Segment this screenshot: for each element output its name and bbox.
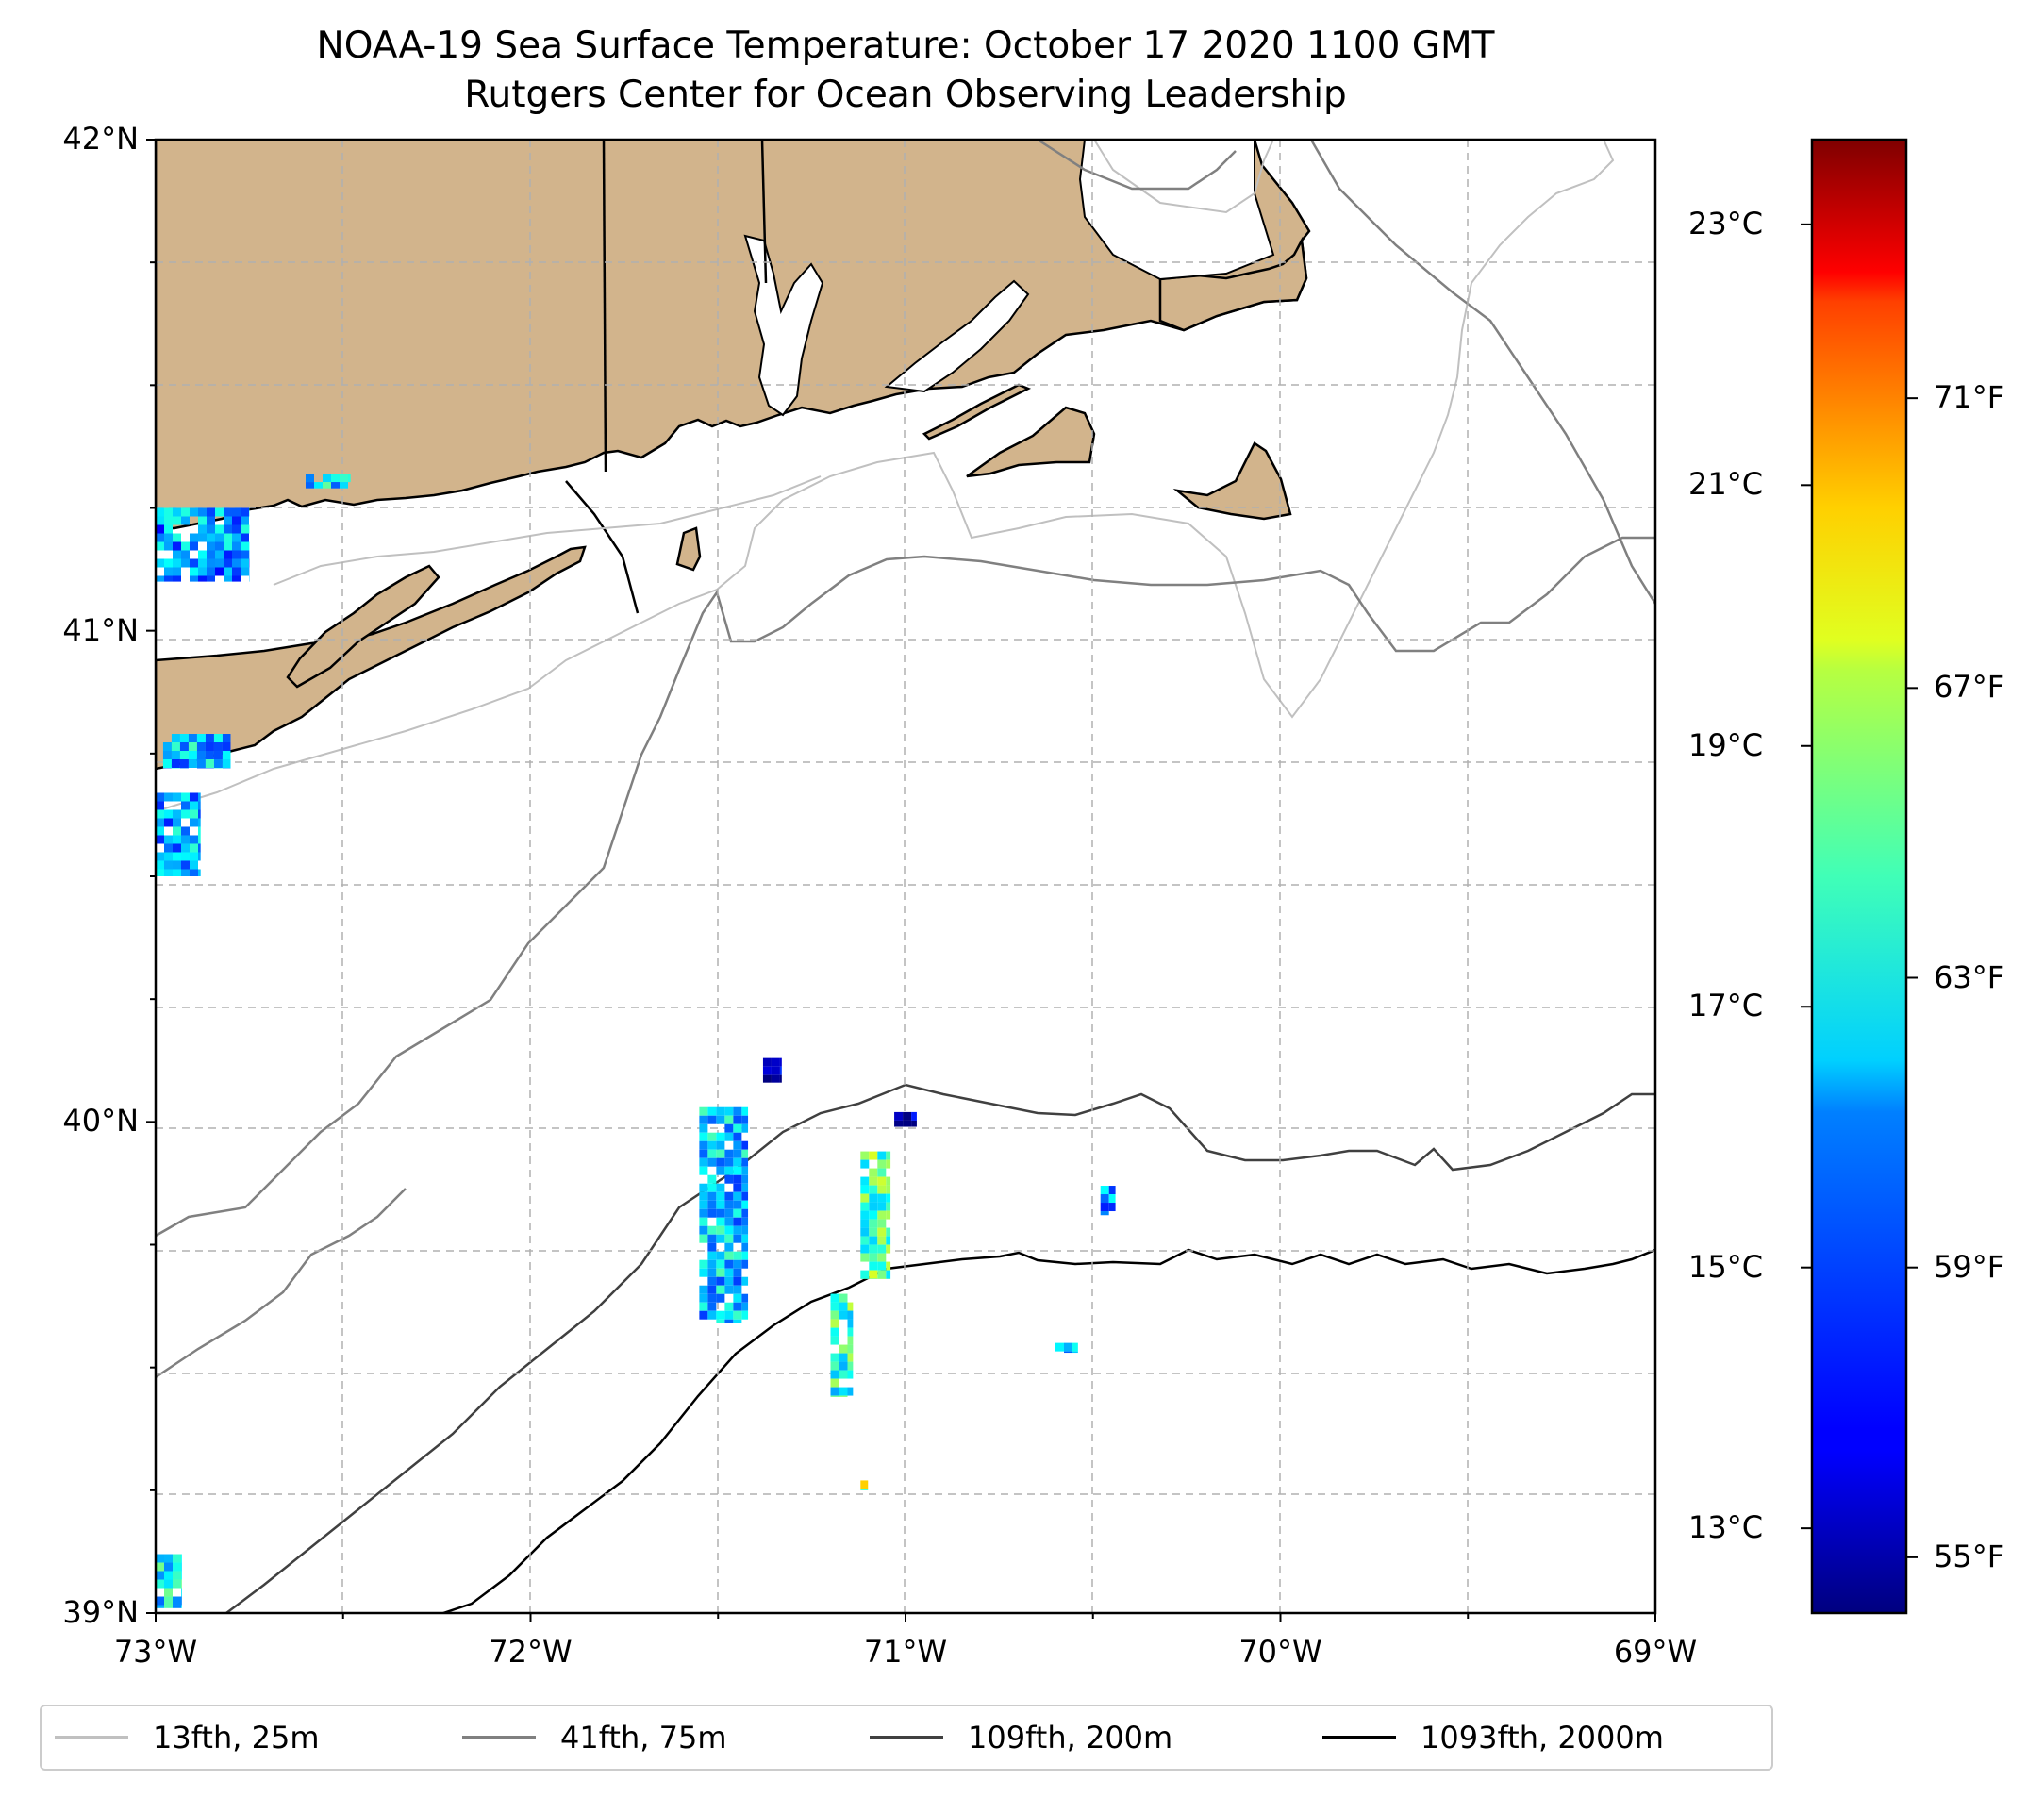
lon-tick-label: 73°W xyxy=(113,1634,198,1670)
sst-patch-far-south-spot xyxy=(860,1480,869,1490)
sst-patch-offshore-east-south xyxy=(1055,1342,1078,1354)
lat-tick-label: 41°N xyxy=(62,611,139,648)
colorbar-fahrenheit-label: 71°F xyxy=(1934,379,2005,416)
colorbar-fahrenheit-label: 59°F xyxy=(1934,1248,2005,1285)
colorbar-celsius-label: 19°C xyxy=(1688,726,1764,763)
offshore-boundary xyxy=(565,480,640,614)
map-title: NOAA-19 Sea Surface Temperature: October… xyxy=(316,25,1495,67)
contour-75m-c xyxy=(1309,140,1655,605)
lon-tick-label: 70°W xyxy=(1238,1634,1322,1670)
colorbar-celsius-label: 23°C xyxy=(1688,205,1764,241)
elizabeth-islands xyxy=(922,383,1032,441)
legend-item-200m: 109fth, 200m xyxy=(870,1706,1172,1769)
legend-label-75m: 41fth, 75m xyxy=(560,1720,727,1755)
contour-75m xyxy=(156,536,1655,1238)
sst-patch-shelf-edge-central xyxy=(860,1151,891,1279)
contour-25m xyxy=(156,140,1615,812)
sst-patch-shelf-north-spot xyxy=(894,1111,917,1127)
map-ticks xyxy=(146,139,1656,1622)
lat-tick-label: 40°N xyxy=(62,1103,139,1140)
legend-label-200m: 109fth, 200m xyxy=(968,1720,1173,1755)
lat-tick-label: 42°N xyxy=(62,121,139,157)
bathymetry xyxy=(156,140,1655,1613)
legend-swatch-75m xyxy=(462,1736,536,1739)
colorbar-celsius-label: 15°C xyxy=(1688,1248,1764,1285)
legend-swatch-200m xyxy=(870,1736,943,1739)
contour-25m-b xyxy=(1093,140,1274,214)
state-borders xyxy=(565,140,768,614)
cape-cod-bay xyxy=(1078,140,1275,281)
buzzards-bay xyxy=(884,279,1030,393)
sst-patch-shelf-edge-west xyxy=(699,1106,749,1323)
marthas-vineyard xyxy=(966,406,1096,478)
contour-200m xyxy=(225,1083,1655,1613)
ri-ma-border xyxy=(760,140,768,284)
colorbar-fahrenheit-label: 63°F xyxy=(1934,958,2005,995)
lon-tick-label: 69°W xyxy=(1613,1634,1698,1670)
colorbar-ticks xyxy=(1801,223,1918,1558)
land xyxy=(156,140,1311,771)
ct-ri-border xyxy=(602,140,607,473)
contour-2000m xyxy=(442,1248,1655,1613)
contour-25m-c xyxy=(273,475,822,586)
lat-tick-label: 39°N xyxy=(62,1594,139,1630)
contour-75m-b xyxy=(1037,140,1237,191)
lon-tick-label: 71°W xyxy=(863,1634,948,1670)
contour-75m-d xyxy=(156,1188,407,1379)
sst-patch-long-island-sound-west xyxy=(156,507,250,582)
narragansett-bay xyxy=(743,234,824,417)
lon-tick-label: 72°W xyxy=(489,1634,573,1670)
colorbar-celsius-label: 17°C xyxy=(1688,988,1764,1024)
north-fork xyxy=(286,564,440,689)
colorbar xyxy=(1810,138,1908,1615)
map-subtitle: Rutgers Center for Ocean Observing Leade… xyxy=(464,74,1347,116)
legend-swatch-25m xyxy=(55,1736,128,1739)
legend-item-25m: 13fth, 25m xyxy=(55,1706,319,1769)
block-island xyxy=(675,526,702,572)
legend-item-75m: 41fth, 75m xyxy=(462,1706,726,1769)
sst-patch-offshore-east xyxy=(1100,1186,1116,1216)
depth-legend: 13fth, 25m 41fth, 75m 109fth, 200m 1093f… xyxy=(40,1705,1773,1771)
colorbar-fahrenheit-label: 55°F xyxy=(1934,1538,2005,1574)
sst-patch-offshore-north xyxy=(762,1057,782,1083)
sst-data-layer xyxy=(156,474,1116,1608)
legend-swatch-2000m xyxy=(1322,1736,1396,1739)
nantucket xyxy=(1172,441,1292,521)
legend-item-2000m: 1093fth, 2000m xyxy=(1322,1706,1664,1769)
sst-patch-south-shore-long-island xyxy=(162,734,231,769)
colorbar-celsius-label: 21°C xyxy=(1688,466,1764,503)
sst-patch-new-york-bight xyxy=(156,792,201,876)
legend-label-25m: 13fth, 25m xyxy=(153,1720,320,1755)
colorbar-fahrenheit-label: 67°F xyxy=(1934,669,2005,706)
legend-label-2000m: 1093fth, 2000m xyxy=(1421,1720,1664,1755)
cape-cod xyxy=(1158,236,1308,332)
sst-patch-southwest-corner xyxy=(156,1554,182,1608)
bays xyxy=(743,140,1275,417)
sst-patch-long-island-sound-central xyxy=(306,474,351,489)
sst-patch-slope-south xyxy=(830,1293,854,1397)
colorbar-celsius-label: 13°C xyxy=(1688,1509,1764,1546)
